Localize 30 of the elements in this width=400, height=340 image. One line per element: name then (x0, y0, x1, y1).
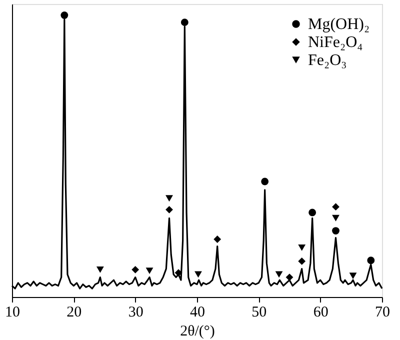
x-tick-label: 30 (128, 304, 144, 320)
point (308, 208, 316, 216)
x-tick-label: 70 (375, 304, 390, 320)
point (194, 271, 202, 278)
point (332, 203, 340, 211)
x-tick-label: 20 (66, 304, 82, 320)
point (214, 236, 222, 243)
point (275, 271, 283, 278)
x-tick-label: 10 (5, 304, 20, 320)
point (146, 268, 154, 274)
x-axis-title: 2θ/(°) (180, 324, 215, 340)
point (166, 195, 173, 202)
point (367, 256, 375, 264)
point (96, 266, 104, 273)
x-tick-label: 50 (252, 304, 267, 320)
legend-label: Fe₂O₃ (308, 52, 347, 69)
point (332, 214, 340, 222)
point (166, 206, 173, 214)
point (261, 178, 269, 186)
x-tick-label: 40 (190, 304, 205, 320)
point (332, 227, 340, 234)
point (298, 258, 306, 265)
point (60, 12, 68, 19)
point (132, 266, 140, 274)
point (180, 18, 188, 26)
legend-label: Mg(OH)₂ (308, 16, 370, 33)
point (298, 244, 306, 251)
point (349, 272, 357, 280)
legend-label: NiFe₂O₄ (308, 34, 364, 51)
x-tick-label: 60 (313, 304, 328, 320)
